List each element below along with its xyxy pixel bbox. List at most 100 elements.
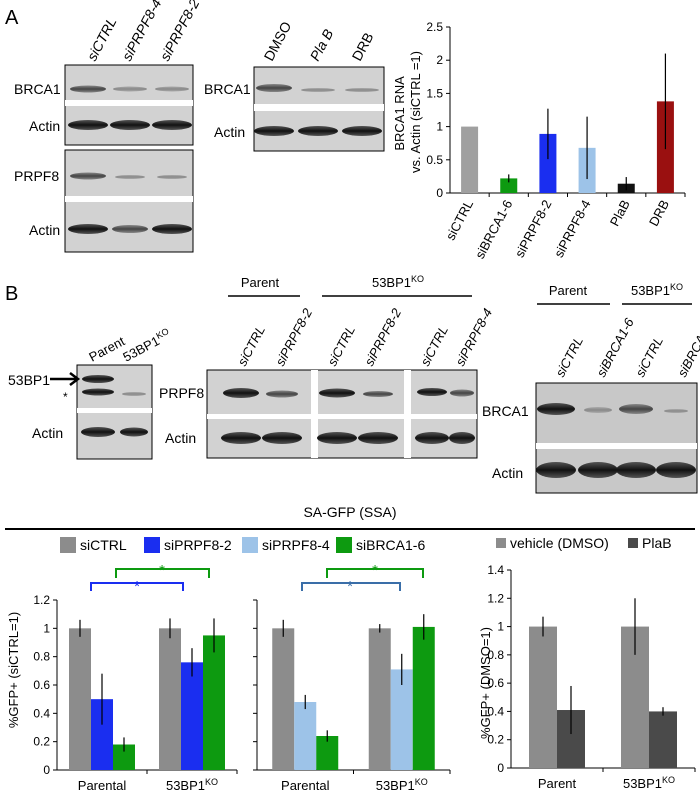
blot-divider <box>207 414 477 419</box>
bar <box>181 662 203 770</box>
x-tick-label-main: 53BP1 <box>166 778 205 793</box>
figure: A siCTRL siPRPF8-4 siPRPF8-2 BRCA1 Actin… <box>0 0 700 800</box>
blot-band <box>417 388 447 396</box>
x-tick-label-main: 53BP1 <box>623 776 662 791</box>
blot-band <box>122 392 146 396</box>
bar <box>272 628 294 770</box>
blot-band <box>345 88 379 92</box>
blot-band <box>110 120 150 130</box>
significance-marker: * <box>372 562 378 579</box>
blot-divider <box>65 100 193 106</box>
lane-label: siCTRL <box>84 15 120 64</box>
blot-band <box>115 175 145 179</box>
y-tick-label: 0.4 <box>33 706 50 720</box>
x-tick-label-main: Parental <box>78 778 127 793</box>
lane-label: 53BP1KO <box>120 326 173 365</box>
group-label-main: 53BP1 <box>372 275 411 290</box>
lane-label: siCTRL <box>632 334 666 379</box>
bar <box>529 627 557 768</box>
legend-swatch <box>60 537 76 553</box>
blot-band <box>301 88 335 92</box>
blot-band <box>664 409 688 413</box>
x-tick-label: Parental <box>78 778 127 793</box>
x-tick-label-main: Parent <box>538 776 577 791</box>
y-tick-label: 1 <box>436 120 443 134</box>
bar <box>69 628 91 770</box>
chart-ssa-prpf8-2: %GFP+ (siCTRL=1) * * 0 0.2 0.4 0.6 0.8 1 1.2 Pa… <box>6 562 237 793</box>
blot-band <box>358 432 398 444</box>
lane-label: siCTRL <box>234 323 268 368</box>
group-label: 53BP1KO <box>372 274 424 290</box>
group-label-sup: KO <box>670 282 683 292</box>
panel-label-a: A <box>5 7 19 29</box>
bar <box>649 711 677 768</box>
blot-band <box>157 175 187 179</box>
y-tick-label: 0 <box>436 186 443 200</box>
blot-band <box>537 403 575 415</box>
legend-label: vehicle (DMSO) <box>510 535 609 551</box>
row-label: Actin <box>32 425 63 441</box>
blot-divider <box>404 370 411 458</box>
blot-band <box>256 84 292 92</box>
legend-label: siPRPF8-2 <box>164 537 232 553</box>
blot-band <box>656 462 696 478</box>
lane-label-main: 53BP1 <box>120 333 162 365</box>
lane-label: Pla B <box>307 26 337 63</box>
lane-label: DMSO <box>261 19 295 64</box>
lane-label: siPRPF8-4 <box>452 306 495 369</box>
blot-band <box>536 462 576 478</box>
y-tick-label: 0 <box>43 763 50 777</box>
y-tick-label: 1.5 <box>426 86 443 100</box>
chart-ssa-plab: %GFP+ (DMSO=1) 00.20.40.60.811.21.4Paren… <box>478 563 695 791</box>
y-tick-label: 0.6 <box>33 678 50 692</box>
section-title: SA-GFP (SSA) <box>303 504 396 520</box>
panel-label-b: B <box>5 283 18 305</box>
blot-band <box>578 462 618 478</box>
blot-band <box>68 224 108 234</box>
legend-swatch <box>336 537 352 553</box>
bar <box>413 627 435 770</box>
y-tick-label: 0.4 <box>487 704 504 718</box>
lane-label: siCTRL <box>417 323 451 368</box>
blot-band <box>82 389 114 396</box>
bar <box>203 635 225 770</box>
x-tick-label: siCTRL <box>443 197 477 242</box>
lane-label: siPRPF8-2 <box>272 305 315 368</box>
x-tick-label: Parental <box>281 778 330 793</box>
row-label: Actin <box>29 118 60 134</box>
y-tick-label: 0.8 <box>487 648 504 662</box>
blot-band <box>342 126 382 136</box>
row-label: 53BP1 <box>8 372 50 388</box>
blot-band <box>262 432 302 444</box>
row-label: Actin <box>492 465 523 481</box>
lane-label: siPRPF8-2 <box>157 0 203 63</box>
x-tick-label-sup: KO <box>662 775 675 785</box>
x-tick-label: siPRPF8-2 <box>512 197 555 260</box>
significance-marker: * <box>134 578 140 595</box>
row-label: BRCA1 <box>14 81 61 97</box>
legend-swatch <box>628 538 638 548</box>
y-axis-label: %GFP+ (siCTRL=1) <box>6 612 21 728</box>
x-tick-label: siBRCA1-6 <box>472 197 515 261</box>
blot-band <box>298 126 338 136</box>
blot-band <box>266 391 298 398</box>
row-label: Actin <box>29 222 60 238</box>
blot-band <box>317 432 357 444</box>
lane-label: siCTRL <box>552 334 586 379</box>
asterisk: * <box>63 390 68 404</box>
x-tick-label-sup: KO <box>205 777 218 787</box>
blot-band <box>120 428 148 437</box>
legend-swatch <box>242 537 258 553</box>
legend-swatch <box>144 537 160 553</box>
y-tick-label: 0.5 <box>426 153 443 167</box>
y-tick-label: 1.4 <box>487 563 504 577</box>
blot-band <box>81 427 115 437</box>
bar <box>461 127 478 193</box>
blot-divider <box>77 408 152 413</box>
significance-marker: * <box>159 562 165 579</box>
blot-divider <box>65 196 193 202</box>
y-tick-label: 0.2 <box>487 733 504 747</box>
bar <box>294 702 316 770</box>
x-tick-label-main: 53BP1 <box>376 778 415 793</box>
blot-band <box>449 432 475 444</box>
